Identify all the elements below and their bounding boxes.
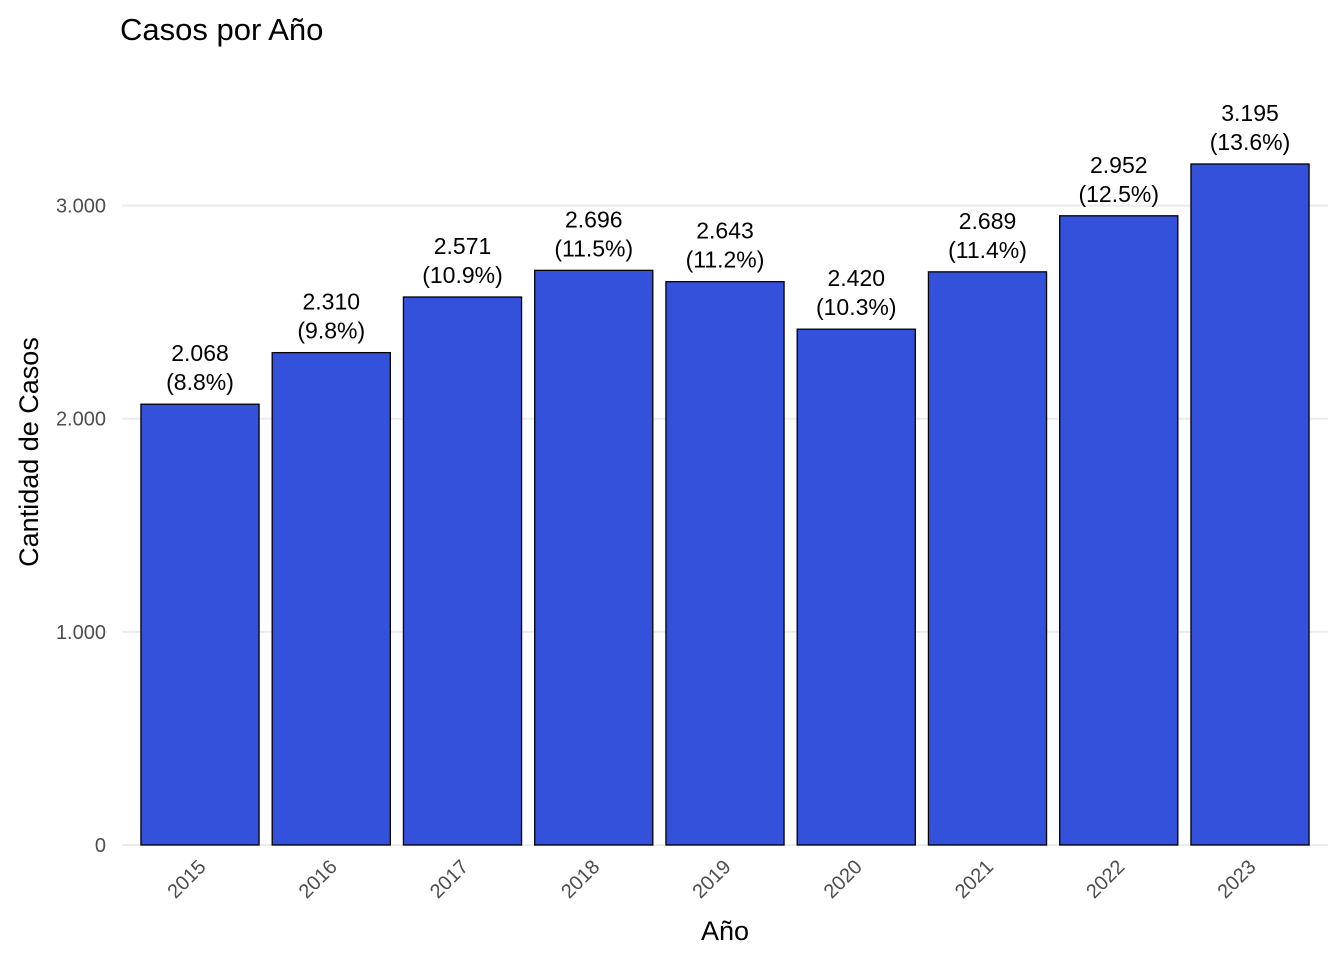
percent-label: (10.9%)	[422, 262, 503, 288]
bars	[140, 163, 1310, 846]
percent-label: (13.6%)	[1210, 129, 1291, 155]
x-tick-label: 2015	[164, 856, 211, 903]
y-tick-label: 1.000	[56, 622, 106, 644]
bar-2021	[927, 271, 1048, 846]
value-label: 2.643	[696, 218, 754, 244]
value-label: 2.420	[827, 265, 885, 291]
bar-2019	[665, 281, 785, 846]
percent-label: (9.8%)	[297, 318, 365, 344]
percent-label: (8.8%)	[166, 369, 234, 395]
x-tick-label: 2019	[689, 856, 736, 903]
y-axis-title: Cantidad de Casos	[14, 337, 44, 567]
value-label: 2.689	[959, 208, 1017, 234]
value-label: 2.068	[171, 340, 229, 366]
chart-title: Casos por Año	[120, 12, 323, 47]
data-labels: 2.068 (8.8%) 2.310 (9.8%) 2.571 (10.9%) 2.696 (…	[166, 100, 1290, 395]
bar-2022	[1059, 215, 1179, 846]
percent-label: (11.4%)	[948, 237, 1027, 263]
bar-2016	[271, 351, 391, 846]
x-tick-label: 2020	[820, 856, 867, 903]
value-label: 2.310	[302, 289, 360, 315]
value-label: 2.952	[1090, 152, 1148, 178]
x-tick-label: 2016	[295, 856, 342, 903]
bar-2023	[1190, 163, 1310, 846]
x-tick-label: 2022	[1082, 856, 1129, 903]
x-tick-label: 2017	[426, 856, 473, 903]
x-axis-ticks: 2015 2016 2017 2018 2019 2020 2021 2022 2023	[164, 856, 1261, 903]
percent-label: (12.5%)	[1078, 181, 1159, 207]
x-tick-label: 2023	[1214, 856, 1261, 903]
percent-label: (10.3%)	[816, 294, 897, 320]
bar-2020	[796, 328, 916, 846]
value-label: 2.571	[434, 233, 492, 259]
y-tick-label: 0	[95, 835, 106, 857]
x-tick-label: 2021	[951, 856, 998, 903]
x-axis-title: Año	[701, 916, 749, 946]
percent-label: (11.5%)	[554, 235, 633, 261]
bar-2017	[402, 296, 523, 846]
y-axis-ticks: 0 1.000 2.000 3.000	[56, 196, 106, 857]
bar-2018	[534, 269, 654, 846]
bar-2015	[140, 403, 260, 846]
percent-label: (11.2%)	[686, 247, 765, 273]
y-tick-label: 2.000	[56, 409, 106, 431]
value-label: 3.195	[1221, 100, 1279, 126]
x-tick-label: 2018	[557, 856, 604, 903]
value-label: 2.696	[565, 206, 623, 232]
y-tick-label: 3.000	[56, 196, 106, 218]
